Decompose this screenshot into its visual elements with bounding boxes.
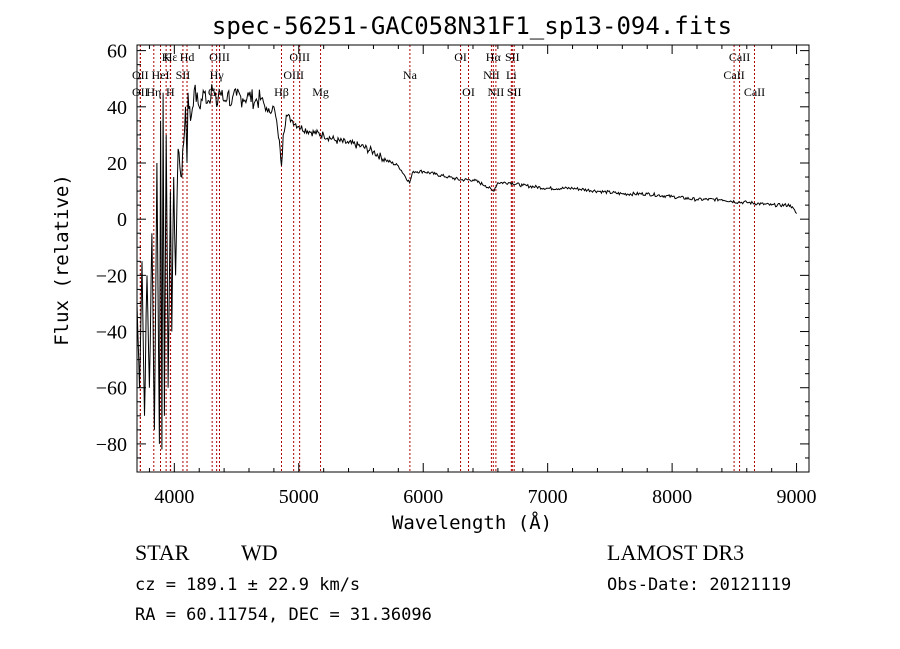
y-tick-label: −20 bbox=[96, 265, 127, 287]
spectral-line-label: G bbox=[208, 85, 217, 99]
spectral-line-label: H bbox=[166, 85, 175, 99]
plot-frame bbox=[136, 44, 810, 473]
spectral-line-label: Hd bbox=[180, 50, 195, 64]
spectral-line-label: OIII bbox=[209, 50, 230, 64]
y-axis: 60 40 20 0 −20 −40 −60 −80 bbox=[96, 41, 809, 459]
redshift-cz: cz = 189.1 ± 22.9 km/s bbox=[135, 575, 360, 595]
obs-date: Obs-Date: 20121119 bbox=[607, 575, 791, 595]
spectral-line-label: CaII bbox=[744, 85, 765, 99]
y-tick-label: −40 bbox=[96, 322, 127, 344]
x-axis: 4000 5000 6000 7000 8000 9000 bbox=[148, 45, 817, 508]
y-tick-label: 0 bbox=[117, 209, 127, 231]
spectral-lines-layer bbox=[139, 45, 755, 472]
x-tick-label: 5000 bbox=[279, 486, 319, 508]
y-axis-title: Flux (relative) bbox=[51, 174, 73, 346]
spectral-line-label: NII bbox=[483, 68, 500, 82]
spectral-line-label: Mg bbox=[312, 85, 329, 99]
y-tick-label: 60 bbox=[107, 41, 127, 63]
x-tick-label: 4000 bbox=[154, 486, 194, 508]
y-tick-label: 40 bbox=[107, 97, 127, 119]
spectral-line-label: HeI bbox=[152, 68, 170, 82]
chart-title: spec-56251-GAC058N31F1_sp13-094.fits bbox=[212, 12, 732, 40]
spectral-line-label: SII bbox=[176, 68, 191, 82]
spectral-line-label: OII bbox=[132, 68, 149, 82]
spectral-line-label: Li bbox=[506, 68, 517, 82]
spectrum-line bbox=[136, 84, 797, 450]
spectral-line-label: SII bbox=[507, 85, 522, 99]
spectral-line-label: CaII bbox=[723, 68, 744, 82]
spectral-line-label: Na bbox=[403, 68, 418, 82]
spectral-line-label: Hγ bbox=[210, 68, 225, 82]
spectral-line-label: OIII bbox=[289, 50, 310, 64]
spectral-line-label: OII bbox=[132, 85, 149, 99]
coordinates: RA = 60.11754, DEC = 31.36096 bbox=[135, 605, 432, 625]
spectral-line-label: OI bbox=[454, 50, 467, 64]
spectral-line-label: Hβ bbox=[274, 85, 289, 99]
spectral-line-label: CaII bbox=[729, 50, 750, 64]
x-tick-label: 9000 bbox=[777, 486, 817, 508]
y-tick-label: −80 bbox=[96, 434, 127, 456]
x-tick-label: 8000 bbox=[652, 486, 692, 508]
y-tick-label: −60 bbox=[96, 378, 127, 400]
series-layer bbox=[136, 84, 797, 450]
spectral-line-label: NII bbox=[488, 85, 505, 99]
y-tick-label: 20 bbox=[107, 153, 127, 175]
spectral-line-label: Hα bbox=[486, 50, 502, 64]
object-subclass: WD bbox=[241, 540, 278, 565]
object-class: STAR bbox=[135, 540, 190, 565]
x-axis-title: Wavelength (Å) bbox=[392, 511, 552, 534]
spectral-line-label: Hη bbox=[146, 85, 161, 99]
x-tick-label: 6000 bbox=[403, 486, 443, 508]
survey-name: LAMOST DR3 bbox=[607, 540, 744, 565]
spectral-line-label: K bbox=[162, 50, 171, 64]
spectral-line-label: SII bbox=[505, 50, 520, 64]
x-tick-label: 7000 bbox=[528, 486, 568, 508]
spectral-line-label: OI bbox=[462, 85, 475, 99]
spectral-line-label: OIII bbox=[283, 68, 304, 82]
